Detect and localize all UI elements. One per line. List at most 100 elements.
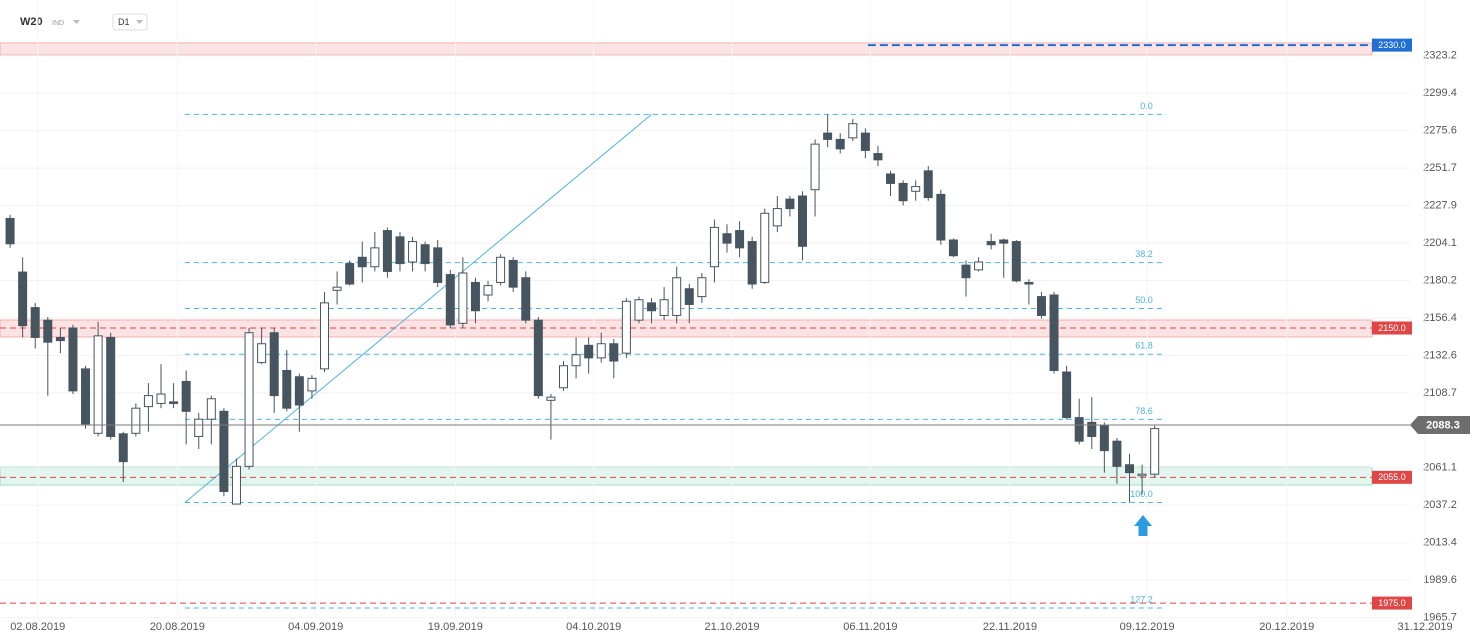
candle-body <box>1125 464 1135 474</box>
y-tick-label: 2037.2 <box>1423 499 1457 511</box>
y-tick-label: 1989.6 <box>1423 574 1457 586</box>
y-tick-label: 1965.7 <box>1423 612 1457 624</box>
candle-body <box>470 281 480 312</box>
candle-body <box>886 173 896 184</box>
zone <box>0 466 1373 486</box>
candle-body <box>810 143 820 191</box>
candle-body <box>68 327 78 392</box>
symbol: W20 <box>20 16 43 28</box>
candle-body <box>282 369 292 409</box>
candle-body <box>156 393 166 404</box>
candle-body <box>382 230 392 272</box>
x-tick-label: 04.09.2019 <box>288 621 343 633</box>
candle-body <box>55 336 65 342</box>
candle-body <box>408 241 418 263</box>
y-tick-label: 2156.4 <box>1423 312 1457 324</box>
candle-body <box>533 319 543 397</box>
candle-body <box>496 256 506 283</box>
up-arrow <box>1134 515 1152 536</box>
candle-body <box>546 396 556 401</box>
candle-body <box>143 395 153 408</box>
candle-body <box>747 241 757 285</box>
candle-body <box>420 244 430 265</box>
x-tick-label: 20.12.2019 <box>1259 621 1314 633</box>
candle-body <box>43 319 53 343</box>
y-tick-label: 2251.7 <box>1423 162 1457 174</box>
candle-body <box>433 247 443 283</box>
y-tick-label: 2180.2 <box>1423 274 1457 286</box>
header: W20 IND D1 <box>20 13 148 31</box>
candle-body <box>483 285 493 296</box>
candle-body <box>332 286 342 291</box>
candle-body <box>1036 296 1046 316</box>
candle-body <box>760 212 770 283</box>
candle-body <box>860 132 870 151</box>
fib-label: 78.6 <box>1135 406 1153 416</box>
level-label: 1975.0 <box>1378 598 1406 608</box>
dropdown-icon[interactable] <box>73 20 80 24</box>
candle-body <box>445 274 455 326</box>
market: IND <box>52 20 64 27</box>
interval-selector[interactable] <box>112 13 148 31</box>
x-tick-label: 31.12.2019 <box>1398 621 1453 633</box>
candle-body <box>785 198 795 210</box>
candle-body <box>1087 421 1097 437</box>
candle-body <box>1011 241 1021 282</box>
candle-body <box>923 170 933 199</box>
candle-body <box>634 299 644 321</box>
candle-body <box>5 217 15 245</box>
candle-body <box>596 343 606 359</box>
fib-label: 61.8 <box>1135 341 1153 351</box>
candle-body <box>320 302 330 370</box>
x-tick-label: 09.12.2019 <box>1120 621 1175 633</box>
candle-body <box>558 365 568 389</box>
candle-body <box>370 247 380 268</box>
fib-label: 50.0 <box>1135 295 1153 305</box>
level-label: 2055.0 <box>1378 472 1406 482</box>
candle-body <box>697 277 707 298</box>
candle-body <box>181 380 191 412</box>
y-tick-label: 2108.7 <box>1423 387 1457 399</box>
candle-body <box>194 418 204 437</box>
candle-body <box>684 288 694 305</box>
y-tick-label: 2323.2 <box>1423 50 1457 62</box>
candle-body <box>672 277 682 316</box>
candle-body <box>1049 294 1059 371</box>
candle-body <box>231 465 241 505</box>
fib-label: 38.2 <box>1135 249 1153 259</box>
candle-body <box>131 407 141 434</box>
x-tick-label: 21.10.2019 <box>705 621 760 633</box>
x-tick-label: 22.11.2019 <box>983 621 1037 633</box>
candle-body <box>294 376 304 406</box>
candle-body <box>823 132 833 140</box>
candle-body <box>735 230 745 249</box>
candle-body <box>81 368 91 425</box>
candle-body <box>1150 428 1160 475</box>
current-price-label: 2088.3 <box>1426 419 1460 431</box>
x-tick-label: 02.08.2019 <box>10 621 65 633</box>
x-tick-label: 04.10.2019 <box>566 621 621 633</box>
candle-body <box>936 193 946 241</box>
candle-body <box>307 377 317 392</box>
candle-body <box>722 233 732 244</box>
current-price-box <box>1410 415 1470 434</box>
candle-body <box>395 236 405 265</box>
candle-body <box>1024 281 1034 285</box>
x-tick-label: 20.08.2019 <box>150 621 205 633</box>
level-label-box <box>1372 38 1412 52</box>
candle-body <box>659 299 669 316</box>
candle-body <box>609 343 619 362</box>
candle-body <box>873 153 883 161</box>
dropdown-icon <box>136 20 143 24</box>
level-label-box <box>1372 596 1412 610</box>
level-label: 2330.0 <box>1378 40 1406 50</box>
fib-label: 100.0 <box>1130 489 1153 499</box>
candle-body <box>357 256 367 268</box>
candle-body <box>797 195 807 247</box>
candle-body <box>961 264 971 279</box>
candle-body <box>106 336 116 437</box>
level-label-box <box>1372 470 1412 484</box>
candle-body <box>1099 424 1109 452</box>
candle-body <box>219 410 229 492</box>
